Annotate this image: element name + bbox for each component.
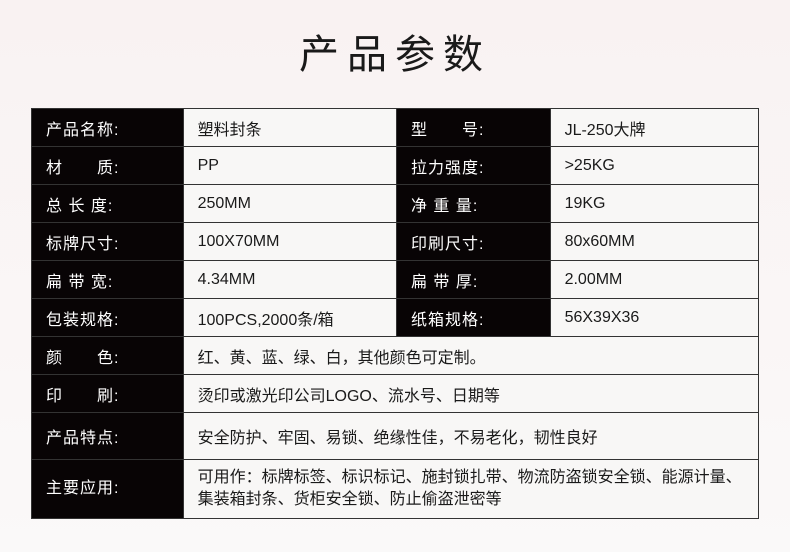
page-title: 产品参数 (299, 22, 491, 80)
label-length: 总 长 度: (32, 185, 184, 222)
label-color: 颜 色: (32, 337, 184, 374)
value-application: 可用作：标牌标签、标识标记、施封锁扎带、物流防盗锁安全锁、能源计量、集装箱封条、… (184, 460, 758, 518)
value-labelsize: 100X70MM (184, 223, 397, 260)
label-printsize: 印刷尺寸: (397, 223, 551, 260)
table-row: 标牌尺寸: 100X70MM 印刷尺寸: 80x60MM (32, 222, 758, 260)
table-row: 颜 色: 红、黄、蓝、绿、白，其他颜色可定制。 (32, 336, 758, 374)
value-bandthick: 2.00MM (551, 261, 758, 298)
table-row: 总 长 度: 250MM 净 重 量: 19KG (32, 184, 758, 222)
value-print: 烫印或激光印公司LOGO、流水号、日期等 (184, 375, 758, 412)
table-row: 印 刷: 烫印或激光印公司LOGO、流水号、日期等 (32, 374, 758, 412)
label-labelsize: 标牌尺寸: (32, 223, 184, 260)
label-model: 型 号: (397, 109, 551, 146)
label-tensile: 拉力强度: (397, 147, 551, 184)
spec-table: 产品名称: 塑料封条 型 号: JL-250大牌 材 质: PP 拉力强度: >… (31, 108, 759, 519)
value-product-name: 塑料封条 (184, 109, 397, 146)
table-row: 包装规格: 100PCS,2000条/箱 纸箱规格: 56X39X36 (32, 298, 758, 336)
value-carton: 56X39X36 (551, 299, 758, 336)
value-length: 250MM (184, 185, 397, 222)
value-tensile: >25KG (551, 147, 758, 184)
value-model: JL-250大牌 (551, 109, 758, 146)
value-netweight: 19KG (551, 185, 758, 222)
table-row: 产品特点: 安全防护、牢固、易锁、绝缘性佳，不易老化，韧性良好 (32, 412, 758, 459)
label-packing: 包装规格: (32, 299, 184, 336)
label-application: 主要应用: (32, 460, 184, 518)
table-row: 主要应用: 可用作：标牌标签、标识标记、施封锁扎带、物流防盗锁安全锁、能源计量、… (32, 459, 758, 518)
label-material: 材 质: (32, 147, 184, 184)
page: 产品参数 产品名称: 塑料封条 型 号: JL-250大牌 材 质: PP 拉力… (0, 0, 790, 519)
label-carton: 纸箱规格: (397, 299, 551, 336)
label-netweight: 净 重 量: (397, 185, 551, 222)
value-packing: 100PCS,2000条/箱 (184, 299, 397, 336)
value-material: PP (184, 147, 397, 184)
label-print: 印 刷: (32, 375, 184, 412)
table-row: 产品名称: 塑料封条 型 号: JL-250大牌 (32, 109, 758, 146)
value-printsize: 80x60MM (551, 223, 758, 260)
label-product-name: 产品名称: (32, 109, 184, 146)
value-feature: 安全防护、牢固、易锁、绝缘性佳，不易老化，韧性良好 (184, 413, 758, 459)
value-bandwidth: 4.34MM (184, 261, 397, 298)
label-feature: 产品特点: (32, 413, 184, 459)
label-bandwidth: 扁 带 宽: (32, 261, 184, 298)
table-row: 扁 带 宽: 4.34MM 扁 带 厚: 2.00MM (32, 260, 758, 298)
label-bandthick: 扁 带 厚: (397, 261, 551, 298)
value-color: 红、黄、蓝、绿、白，其他颜色可定制。 (184, 337, 758, 374)
table-row: 材 质: PP 拉力强度: >25KG (32, 146, 758, 184)
